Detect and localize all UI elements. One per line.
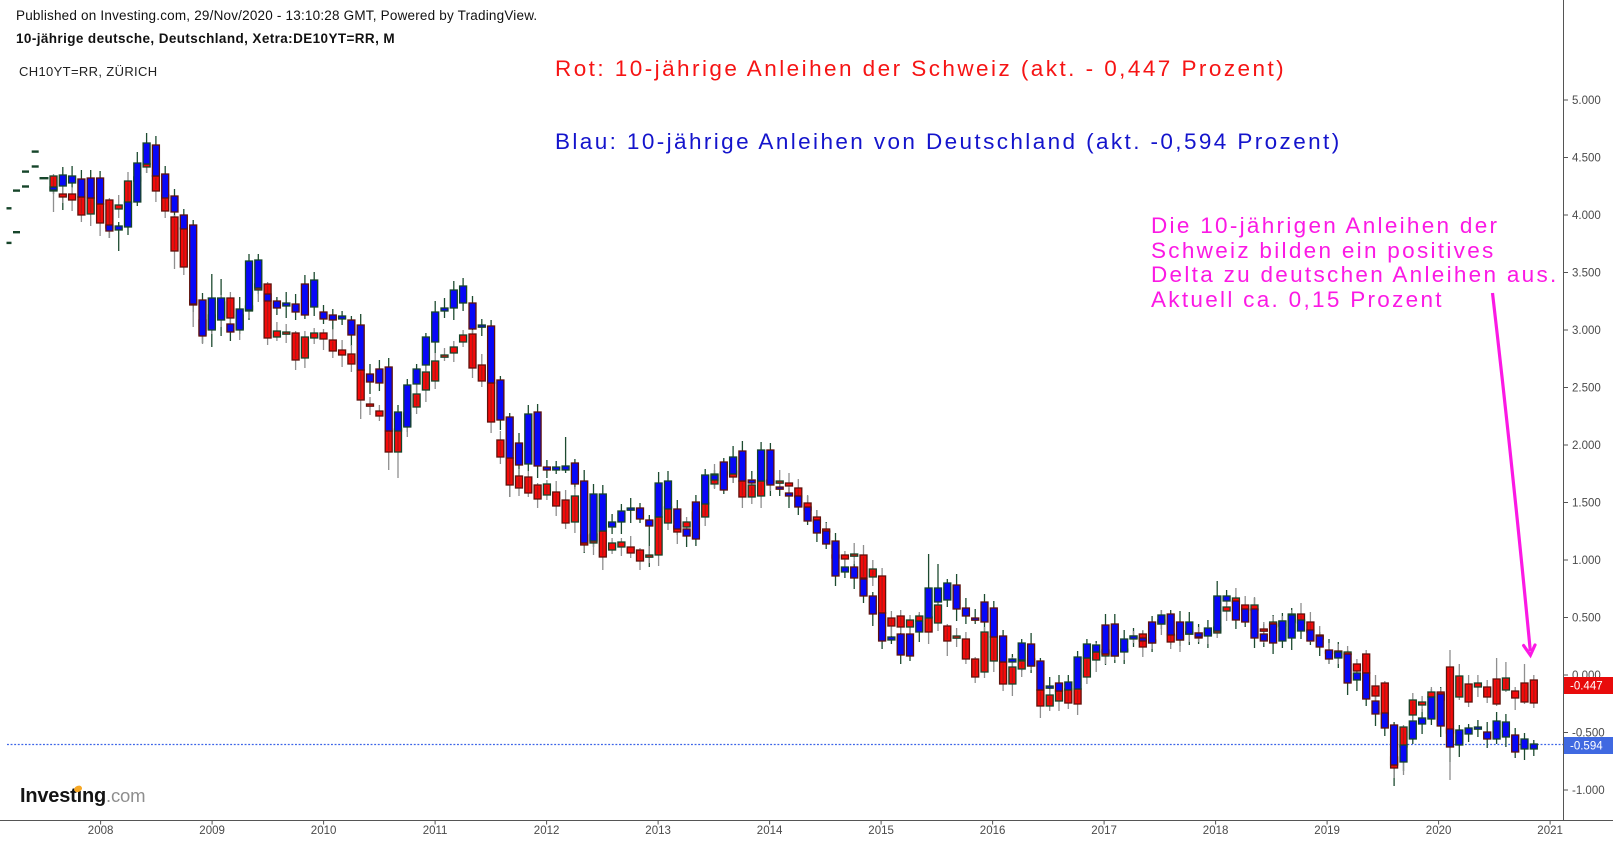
svg-text:2010: 2010 — [311, 825, 337, 837]
svg-text:2008: 2008 — [88, 825, 114, 837]
svg-text:3.500: 3.500 — [1572, 268, 1601, 280]
svg-text:-0.500: -0.500 — [1572, 728, 1605, 740]
svg-text:4.500: 4.500 — [1572, 153, 1601, 165]
svg-text:2021: 2021 — [1537, 825, 1563, 837]
svg-text:2011: 2011 — [423, 825, 448, 837]
svg-text:2.500: 2.500 — [1572, 383, 1601, 395]
svg-text:0.500: 0.500 — [1572, 613, 1601, 625]
svg-text:3.000: 3.000 — [1572, 325, 1601, 337]
svg-text:2015: 2015 — [868, 825, 894, 837]
svg-text:2.000: 2.000 — [1572, 440, 1601, 452]
svg-text:2020: 2020 — [1426, 825, 1452, 837]
svg-text:2017: 2017 — [1091, 825, 1117, 837]
svg-text:-1.000: -1.000 — [1572, 785, 1605, 797]
svg-text:2016: 2016 — [980, 825, 1006, 837]
svg-text:2009: 2009 — [199, 825, 225, 837]
svg-text:2018: 2018 — [1203, 825, 1229, 837]
svg-text:2014: 2014 — [757, 825, 783, 837]
svg-text:4.000: 4.000 — [1572, 210, 1601, 222]
svg-text:-0.447: -0.447 — [1570, 681, 1603, 693]
svg-text:-0.594: -0.594 — [1570, 741, 1603, 753]
svg-text:2019: 2019 — [1314, 825, 1340, 837]
svg-text:2012: 2012 — [534, 825, 560, 837]
svg-text:2013: 2013 — [645, 825, 671, 837]
svg-text:5.000: 5.000 — [1572, 95, 1601, 107]
svg-text:1.000: 1.000 — [1572, 555, 1601, 567]
svg-text:1.500: 1.500 — [1572, 498, 1601, 510]
